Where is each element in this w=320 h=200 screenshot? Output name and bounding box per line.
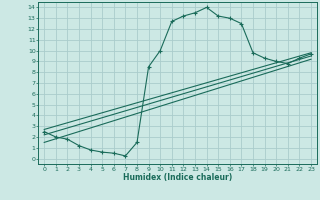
X-axis label: Humidex (Indice chaleur): Humidex (Indice chaleur) (123, 173, 232, 182)
